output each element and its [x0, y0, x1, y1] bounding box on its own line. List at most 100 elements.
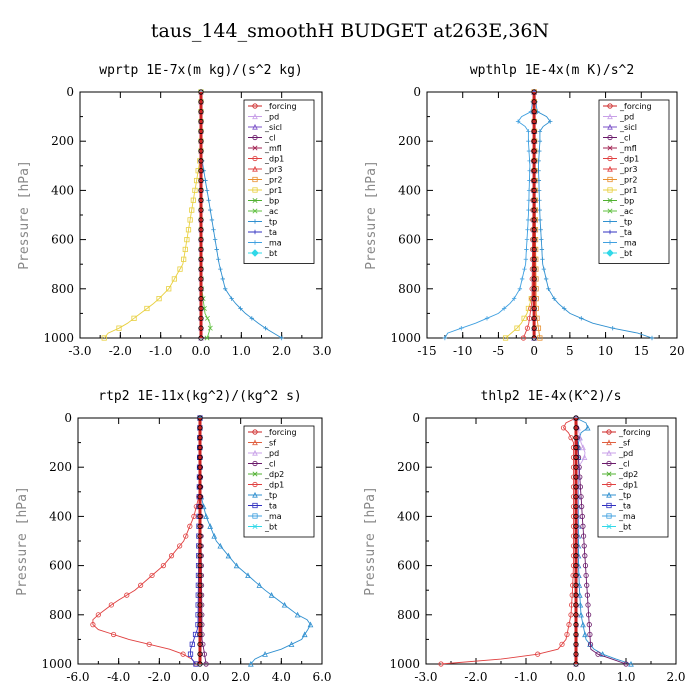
x-tick-label: 1.0 [232, 344, 251, 358]
data-point [146, 641, 152, 647]
data-point [535, 651, 541, 657]
data-point [189, 641, 195, 647]
data-point [531, 315, 537, 321]
data-point [197, 484, 203, 490]
data-point [577, 474, 583, 480]
data-point [249, 316, 255, 321]
legend-marker [252, 176, 258, 183]
data-point [573, 523, 579, 529]
data-point [198, 197, 204, 203]
legend-marker [607, 145, 613, 151]
data-point [187, 523, 193, 529]
legend-entry: _ta [264, 502, 277, 511]
legend-entry: _forcing [618, 428, 651, 437]
data-point [217, 542, 224, 549]
data-point [573, 503, 579, 510]
data-point [582, 631, 588, 638]
data-point [523, 257, 529, 262]
data-point [581, 454, 588, 460]
y-tick-label: 800 [51, 282, 74, 296]
data-point [573, 582, 579, 588]
data-point [187, 217, 193, 223]
data-point [198, 109, 204, 115]
data-point [207, 523, 214, 529]
data-point [247, 660, 254, 667]
data-point [580, 444, 586, 451]
data-point [573, 612, 579, 618]
legend-entry: _forcing [264, 428, 297, 437]
data-point [177, 543, 183, 549]
data-point [168, 553, 175, 559]
data-point [198, 237, 204, 243]
data-point [187, 651, 194, 657]
x-tick-label: -3.0 [68, 344, 91, 358]
data-point [539, 247, 545, 252]
x-tick-label: -2.0 [109, 344, 132, 358]
data-point [502, 335, 509, 341]
x-tick-label: -6.0 [66, 670, 89, 684]
data-point [288, 641, 295, 647]
data-point [198, 276, 204, 282]
data-point [198, 266, 204, 272]
data-point [628, 660, 634, 667]
legend-marker [607, 240, 613, 245]
data-point [198, 256, 204, 262]
x-tick-label: 0 [530, 344, 538, 358]
data-point [198, 217, 204, 223]
data-point [198, 89, 204, 95]
legend-marker [252, 219, 258, 224]
data-point [262, 651, 268, 657]
legend-marker [606, 429, 612, 435]
data-point [198, 148, 204, 154]
data-point [198, 99, 204, 105]
y-tick-label: 1000 [43, 331, 74, 345]
legend-entry: _pr1 [264, 186, 282, 195]
data-point [526, 139, 531, 144]
x-tick-label: -10 [453, 344, 472, 358]
legend-entry: _pr3 [619, 165, 637, 174]
legend-marker [252, 429, 258, 435]
data-point [582, 562, 589, 569]
y-tick-label: 800 [398, 282, 421, 296]
data-point [576, 592, 583, 598]
data-point [101, 335, 107, 341]
data-point [198, 187, 204, 193]
data-point [184, 236, 190, 243]
data-point [541, 266, 547, 272]
legend-marker [606, 439, 612, 446]
legend-entry: _forcing [619, 102, 652, 111]
data-point [197, 523, 203, 529]
data-point [579, 316, 584, 321]
data-point [197, 661, 203, 667]
data-point [301, 631, 308, 638]
data-point [573, 415, 579, 421]
data-point [108, 602, 114, 608]
legend-entry: _tp [619, 218, 632, 227]
x-tick-label: 1.0 [616, 670, 635, 684]
series-line-dp1 [440, 417, 577, 665]
data-point [211, 227, 216, 232]
data-point [531, 256, 537, 262]
data-point [537, 139, 543, 144]
data-point [649, 335, 655, 341]
panel-title: rtp2 1E-11x(kg^2)/(kg^2 s) [98, 389, 302, 404]
x-tick-label: -4.0 [107, 670, 130, 684]
data-point [198, 227, 204, 233]
data-point [573, 474, 579, 480]
data-point [197, 503, 203, 510]
data-point [197, 641, 203, 647]
panel-1: wprtp 1E-7x(m kg)/(s^2 kg) Pressure [hPa]… [17, 63, 332, 358]
data-point [573, 435, 579, 441]
data-point [197, 464, 203, 470]
data-point [526, 207, 531, 213]
legend-marker [252, 460, 258, 467]
data-point [220, 276, 225, 282]
data-point [524, 247, 529, 252]
legend-entry: _pd [618, 449, 633, 458]
data-point [525, 217, 531, 223]
data-point [177, 266, 183, 272]
legend-marker [606, 513, 612, 519]
legend-marker [606, 249, 614, 257]
data-point [198, 305, 204, 312]
series-line-ma [444, 91, 535, 339]
